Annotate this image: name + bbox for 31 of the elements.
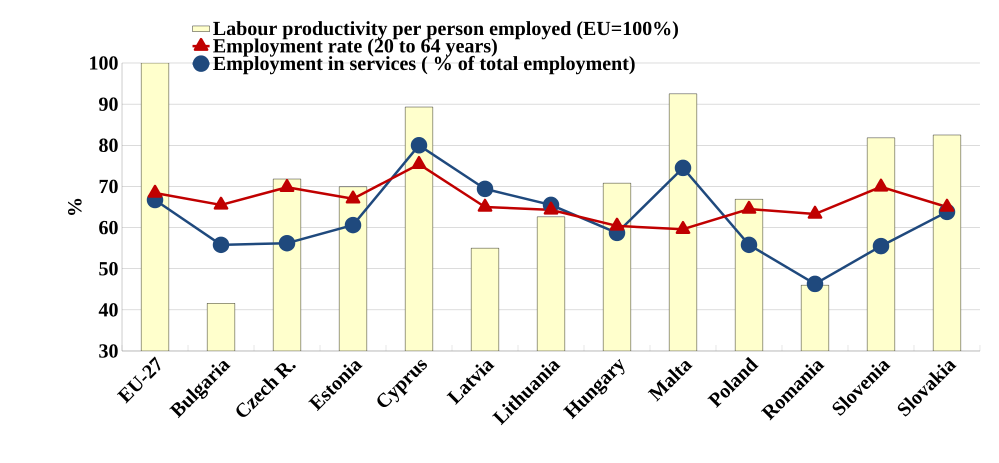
point [806,276,824,292]
y-tick-label: 100 [90,56,118,70]
y-axis-title: % [68,198,82,215]
legend-label: Employment in services ( % of total employment) [213,56,635,74]
point [874,178,888,192]
point [610,218,624,231]
legend-label: Employment rate (20 to 64 years) [213,38,497,57]
point [544,202,558,215]
point [478,198,492,212]
point [212,236,230,254]
point [740,236,758,254]
y-tick-label: 30 [99,344,118,358]
point [148,184,162,198]
y-tick-label: 90 [99,97,118,111]
point [412,156,426,169]
point [676,220,690,234]
y-tick-label: 50 [99,262,118,276]
legend-label: Labour productivity per person employed (EU=100%) [213,21,678,40]
point [940,198,954,212]
y-tick-label: 80 [99,138,118,152]
point [214,196,228,210]
point [872,238,890,254]
y-tick-label: 60 [99,220,118,234]
point [278,234,296,252]
point [280,178,294,192]
point [346,190,360,204]
y-tick-label: 70 [100,180,118,194]
point [344,216,362,234]
point [808,206,822,219]
point [742,200,756,214]
y-tick-label: 40 [98,303,118,317]
